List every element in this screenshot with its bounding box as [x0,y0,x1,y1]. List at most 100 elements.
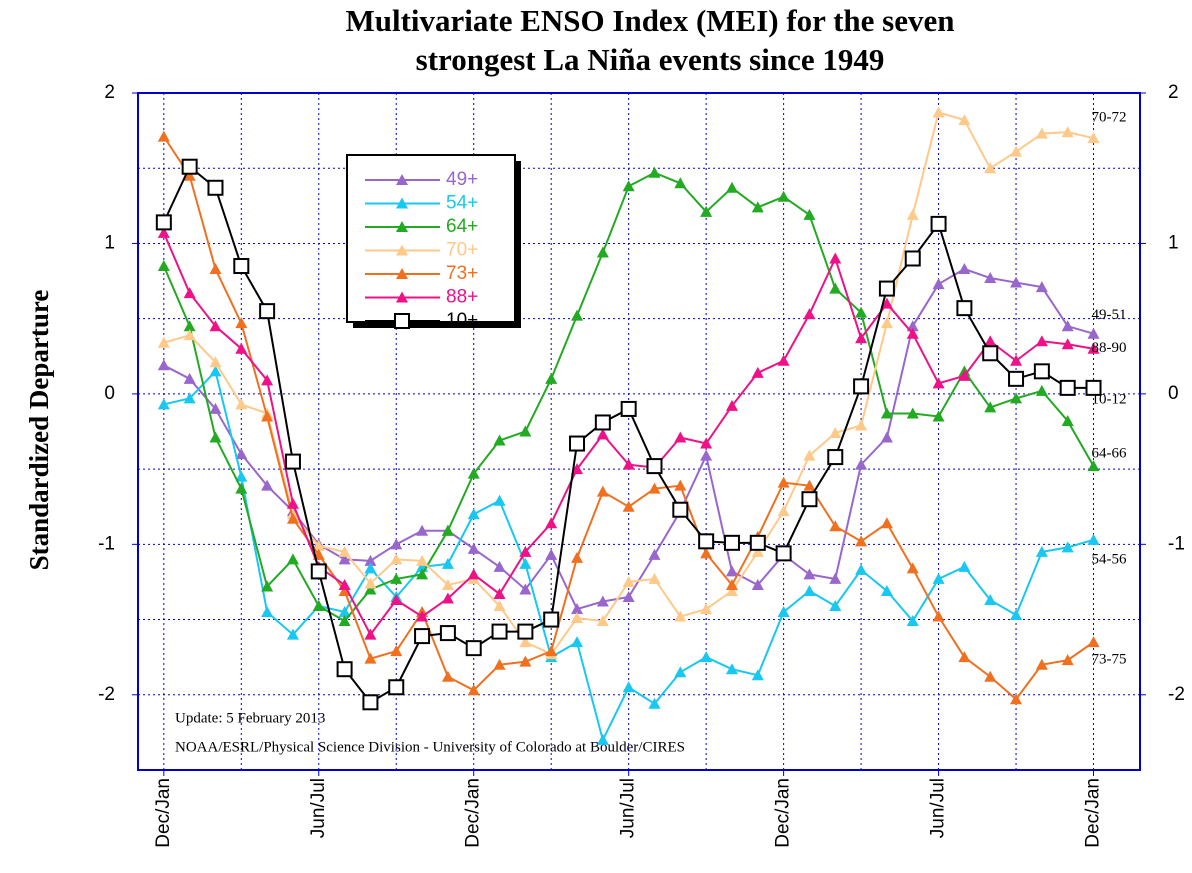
marker [416,610,429,622]
marker [803,479,816,491]
marker [751,366,764,378]
x-tick-label: Dec/Jan [1083,778,1104,848]
marker [725,565,738,577]
marker [1035,335,1048,347]
marker [775,545,792,562]
marker [984,670,997,682]
marker [571,603,584,615]
marker [209,263,222,275]
marker [1085,379,1102,396]
marker [338,545,351,557]
marker [880,407,893,419]
marker [441,524,454,536]
marker [777,505,790,517]
marker [493,560,506,572]
x-tick-label: Jun/Jul [308,778,329,838]
series-end-label: 64-66 [1092,446,1127,462]
marker [390,553,403,565]
marker [984,162,997,174]
legend-marker [396,197,408,209]
legend-label: 70+ [446,240,478,261]
marker [1010,354,1023,366]
marker [749,534,766,551]
marker [286,628,299,640]
marker [338,615,351,627]
marker [416,524,429,536]
marker [932,610,945,622]
marker [493,600,506,612]
marker [674,431,687,443]
legend-marker [396,221,408,232]
marker [646,458,663,475]
marker [725,578,738,590]
marker [751,201,764,213]
marker [183,392,196,404]
marker [1061,320,1074,332]
series-end-label: 70-72 [1092,110,1127,126]
marker [1035,658,1048,670]
marker [982,345,999,362]
marker [777,606,790,618]
legend-label: 73+ [446,263,478,284]
marker [1035,384,1048,396]
marker [932,278,945,290]
marker [155,214,172,231]
marker [700,547,713,559]
marker [364,652,377,664]
marker [364,583,377,595]
marker [829,252,842,264]
marker [648,482,661,494]
marker [930,215,947,232]
marker [338,553,351,565]
marker [956,300,973,317]
legend: 49+ 54+64+ 70+73+ 88+10+ [346,154,521,331]
marker [725,663,738,675]
x-tick-label: Dec/Jan [773,778,794,848]
marker [235,482,248,494]
marker [286,497,299,509]
x-tick-label: Jun/Jul [928,778,949,838]
marker [984,335,997,347]
marker [364,562,377,574]
marker [698,533,715,550]
marker [725,181,738,193]
marker [183,169,196,181]
legend-label: 64+ [446,216,478,237]
marker [465,640,482,657]
marker [906,320,919,332]
marker [1087,460,1100,472]
series-end-label: 10-12 [1092,391,1127,407]
legend-marker [396,268,408,279]
legend-marker [396,291,408,303]
marker [622,180,635,192]
x-tick-label: Jun/Jul [618,778,639,838]
marker [338,584,351,596]
marker [545,548,558,560]
marker [209,431,222,443]
marker [853,378,870,395]
marker [545,517,558,529]
series-end-label: 54-56 [1092,551,1127,567]
marker [261,374,274,386]
marker [467,508,480,520]
marker [880,431,893,443]
marker [493,658,506,670]
marker [1061,541,1074,553]
marker [390,538,403,550]
marker [571,463,584,475]
marker [1008,370,1025,387]
marker [622,500,635,512]
y-tick-label: 2 [104,82,115,103]
y-tick-label: 2 [1168,82,1179,103]
marker [596,595,609,607]
marker [1035,281,1048,293]
marker [1087,533,1100,545]
legend-label: 54+ [446,193,478,214]
marker [622,681,635,693]
marker [414,628,431,645]
marker [906,407,919,419]
y-tick-label: 0 [104,383,115,404]
marker [284,453,301,470]
marker [932,572,945,584]
